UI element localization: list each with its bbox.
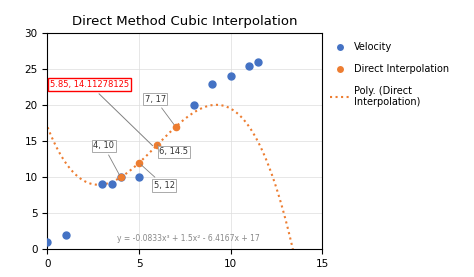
Point bbox=[227, 74, 235, 79]
Point bbox=[108, 182, 115, 187]
Title: Direct Method Cubic Interpolation: Direct Method Cubic Interpolation bbox=[72, 15, 298, 28]
Text: 5, 12: 5, 12 bbox=[141, 165, 175, 190]
Point bbox=[135, 175, 143, 179]
Point bbox=[190, 103, 198, 107]
Point bbox=[99, 182, 106, 187]
Text: y = -0.0833x³ + 1.5x² - 6.4167x + 17: y = -0.0833x³ + 1.5x² - 6.4167x + 17 bbox=[117, 234, 260, 243]
Point bbox=[154, 143, 161, 147]
Text: 4, 10: 4, 10 bbox=[93, 142, 119, 175]
Text: 5.85, 14.11278125: 5.85, 14.11278125 bbox=[50, 80, 153, 146]
Point bbox=[135, 161, 143, 165]
Legend: Velocity, Direct Interpolation, Poly. (Direct
Interpolation): Velocity, Direct Interpolation, Poly. (D… bbox=[330, 42, 449, 107]
Point bbox=[209, 81, 216, 86]
Point bbox=[44, 240, 51, 244]
Point bbox=[172, 125, 180, 129]
Text: 6, 14.5: 6, 14.5 bbox=[157, 145, 188, 156]
Point bbox=[117, 175, 125, 179]
Point bbox=[117, 175, 125, 179]
Point bbox=[245, 63, 253, 68]
Point bbox=[62, 233, 70, 237]
Point bbox=[255, 60, 262, 64]
Text: 7, 17: 7, 17 bbox=[145, 95, 174, 125]
